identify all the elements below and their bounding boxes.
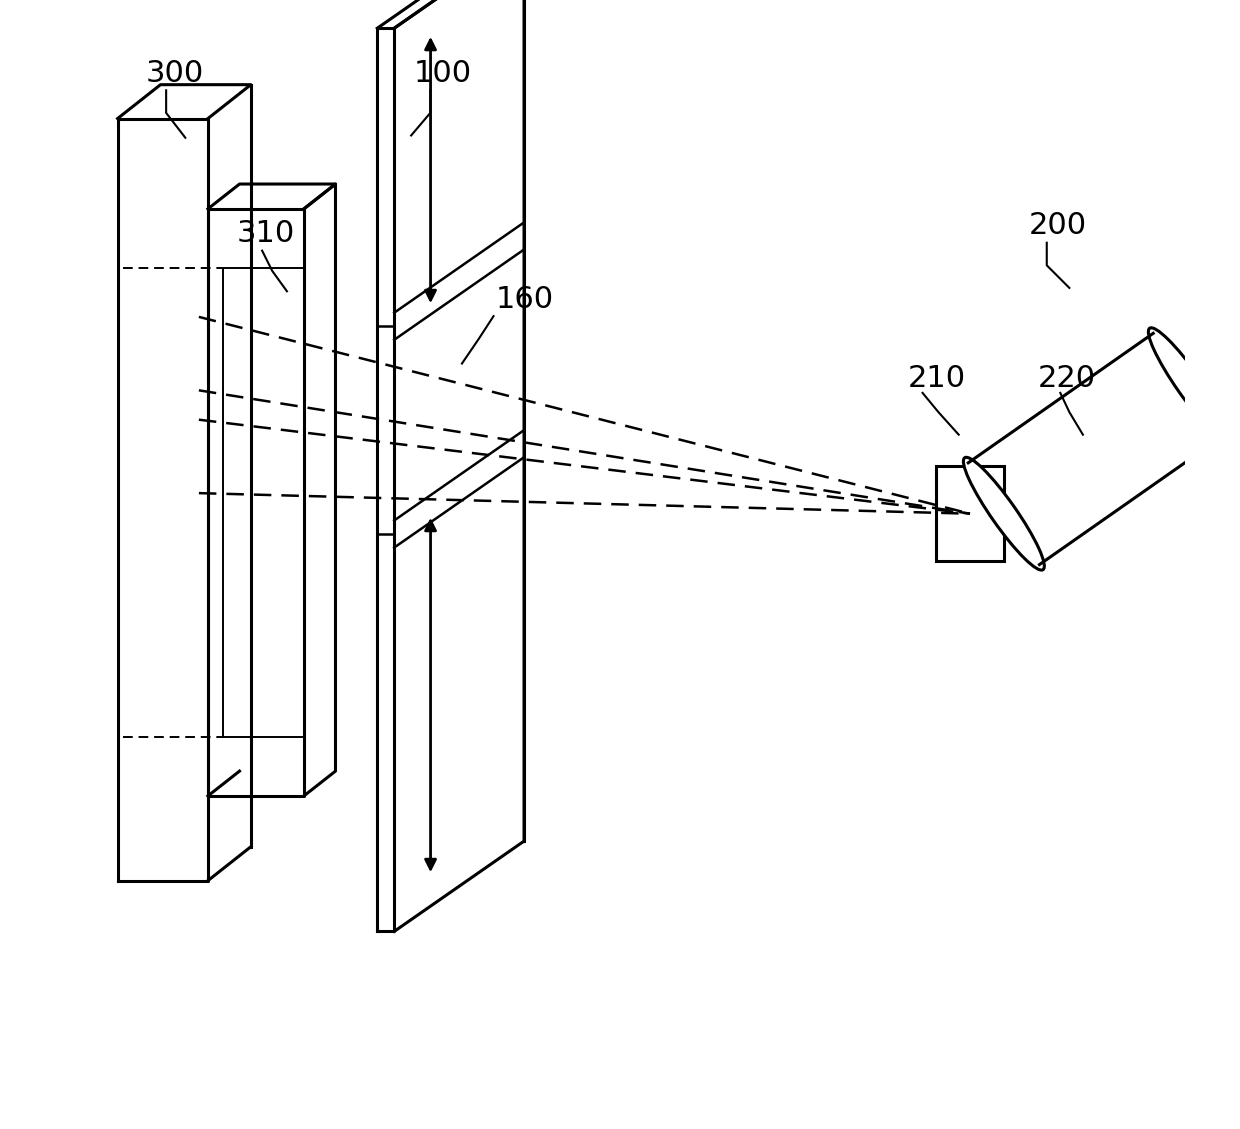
Text: 310: 310 [236, 219, 294, 248]
Text: 160: 160 [496, 285, 554, 314]
Polygon shape [936, 466, 1004, 561]
Ellipse shape [963, 457, 1044, 570]
Text: 100: 100 [413, 59, 471, 88]
Text: 220: 220 [1038, 364, 1096, 393]
Text: 300: 300 [146, 59, 205, 88]
Text: 200: 200 [1029, 211, 1086, 240]
Text: 210: 210 [908, 364, 966, 393]
Ellipse shape [1148, 327, 1229, 440]
